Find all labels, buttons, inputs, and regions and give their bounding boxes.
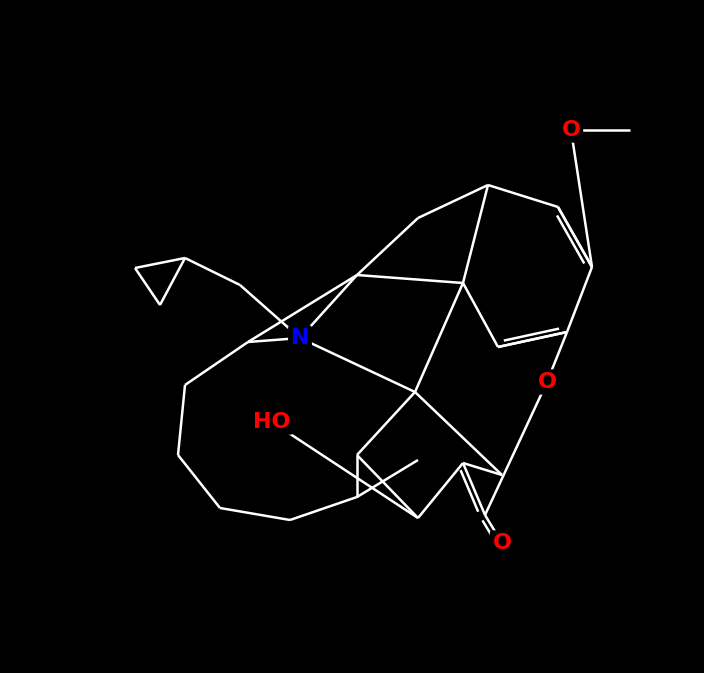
Text: HO: HO xyxy=(253,412,291,432)
Text: N: N xyxy=(291,328,309,348)
Text: O: O xyxy=(493,533,512,553)
Text: O: O xyxy=(562,120,581,140)
Text: O: O xyxy=(537,372,556,392)
